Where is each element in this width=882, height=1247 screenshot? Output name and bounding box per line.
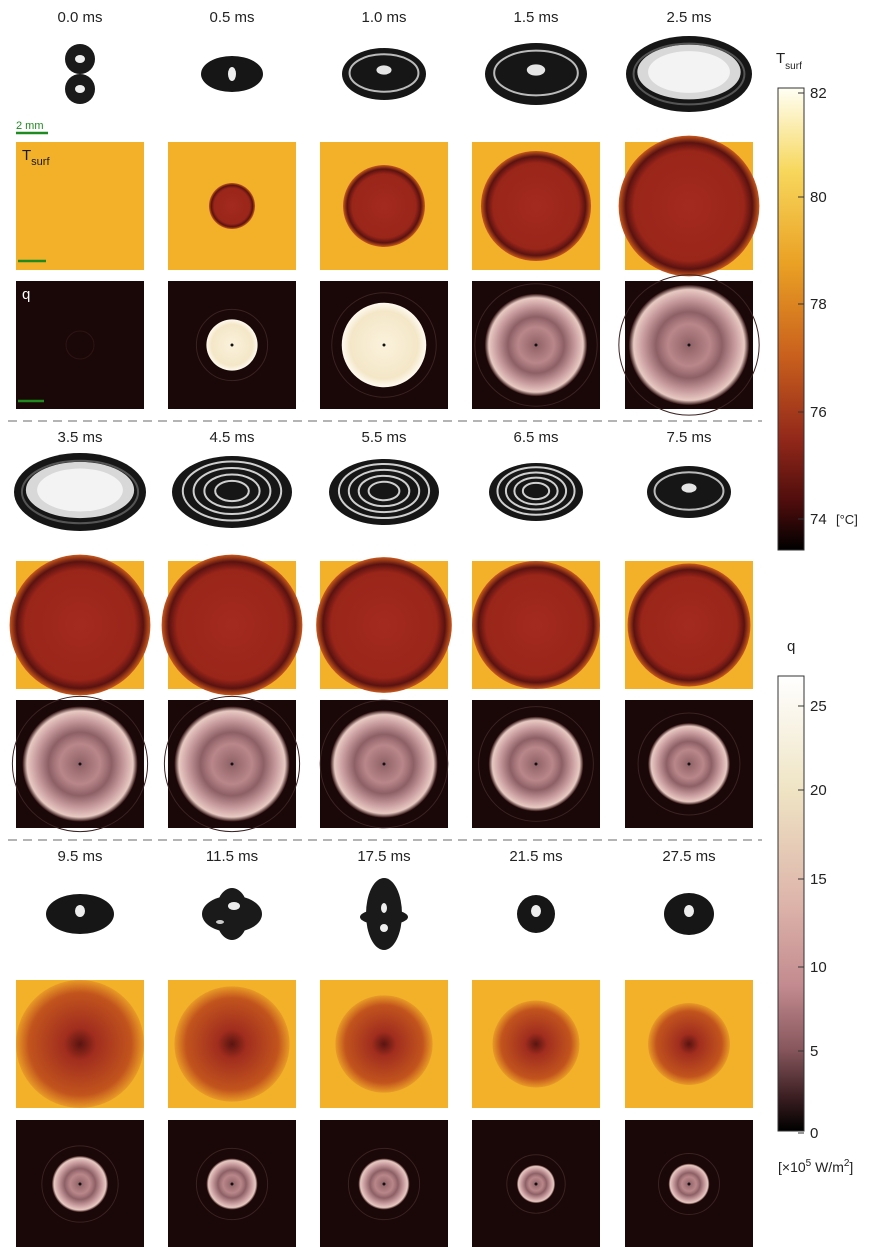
time-label: 21.5 ms <box>509 848 562 865</box>
heat-flux-map <box>319 699 449 829</box>
heat-flux-map <box>472 700 600 828</box>
q-colorbar-label: q <box>787 638 795 655</box>
time-label: 4.5 ms <box>209 429 254 446</box>
tsurf-map <box>472 980 600 1108</box>
tsurf-map <box>472 561 600 689</box>
droplet-image <box>489 463 583 521</box>
heat-flux-map <box>320 281 448 409</box>
q-tick-label: 15 <box>810 871 827 888</box>
heat-flux-map <box>163 695 301 833</box>
heat-flux-map <box>625 700 753 828</box>
heat-flux-map <box>618 274 760 416</box>
droplet-image <box>626 36 752 112</box>
time-label: 6.5 ms <box>513 429 558 446</box>
droplet-image <box>485 43 587 105</box>
tsurf-map <box>625 561 753 689</box>
time-label: 5.5 ms <box>361 429 406 446</box>
time-label: 3.5 ms <box>57 429 102 446</box>
tsurf-panel-label: Tsurf <box>22 147 50 168</box>
time-label: 0.0 ms <box>57 9 102 26</box>
tsurf-tick-label: 82 <box>810 85 827 102</box>
tsurf-tick-label: 74 <box>810 511 827 528</box>
q-tick-label: 10 <box>810 959 827 976</box>
q-panel-label: q <box>22 286 30 303</box>
droplet-image <box>172 456 292 528</box>
q-colorbar: q 25 20 15 10 5 0 [×105 W/m2] <box>777 638 853 1175</box>
droplet-image <box>360 878 408 950</box>
heat-flux-map <box>11 695 149 833</box>
tsurf-map <box>320 980 448 1108</box>
time-label: 1.0 ms <box>361 9 406 26</box>
tsurf-map <box>472 142 600 270</box>
droplet-image <box>65 44 95 104</box>
droplet-image <box>517 895 555 933</box>
tsurf-map <box>320 142 448 270</box>
droplet-image <box>46 894 114 934</box>
tsurf-map <box>168 980 296 1108</box>
svg-text:2 mm: 2 mm <box>16 120 44 132</box>
q-tick-label: 5 <box>810 1043 818 1060</box>
tsurf-map <box>9 554 151 696</box>
droplet-image <box>202 888 262 940</box>
q-colorbar-unit: [×105 W/m2] <box>778 1158 853 1175</box>
tsurf-colorbar: Tsurf 82 80 78 76 74 [°C] <box>776 50 858 551</box>
heat-flux-map <box>472 1120 600 1247</box>
heat-flux-map <box>16 281 144 409</box>
time-label: 7.5 ms <box>666 429 711 446</box>
droplet-image <box>14 453 146 531</box>
tsurf-map <box>625 980 753 1108</box>
heat-flux-map <box>472 281 600 409</box>
heat-flux-map <box>320 1120 448 1247</box>
tsurf-tick-label: 80 <box>810 189 827 206</box>
heat-flux-map <box>16 1120 144 1247</box>
time-label: 2.5 ms <box>666 9 711 26</box>
droplet-image <box>342 48 426 100</box>
tsurf-map <box>316 557 452 693</box>
q-tick-label: 25 <box>810 698 827 715</box>
time-label: 0.5 ms <box>209 9 254 26</box>
q-tick-label: 20 <box>810 782 827 799</box>
droplet-image <box>664 893 714 935</box>
tsurf-tick-label: 78 <box>810 296 827 313</box>
heat-flux-map <box>168 1120 296 1247</box>
tsurf-map <box>161 554 303 696</box>
droplet-image <box>201 56 263 92</box>
tsurf-colorbar-unit: [°C] <box>836 512 858 527</box>
tsurf-map <box>16 142 144 270</box>
tsurf-map <box>16 980 144 1108</box>
tsurf-map <box>168 142 296 270</box>
tsurf-tick-label: 76 <box>810 404 827 421</box>
time-label: 9.5 ms <box>57 848 102 865</box>
heat-flux-map <box>625 1120 753 1247</box>
tsurf-colorbar-label: Tsurf <box>776 50 802 72</box>
scale-bar: 2 mm <box>16 120 48 135</box>
droplet-image <box>329 459 439 525</box>
time-label: 17.5 ms <box>357 848 410 865</box>
time-label: 1.5 ms <box>513 9 558 26</box>
q-tick-label: 0 <box>810 1125 818 1142</box>
heat-flux-map <box>168 281 296 409</box>
tsurf-map <box>618 135 760 277</box>
droplet-image <box>647 466 731 518</box>
time-label: 27.5 ms <box>662 848 715 865</box>
time-label: 11.5 ms <box>206 848 258 865</box>
